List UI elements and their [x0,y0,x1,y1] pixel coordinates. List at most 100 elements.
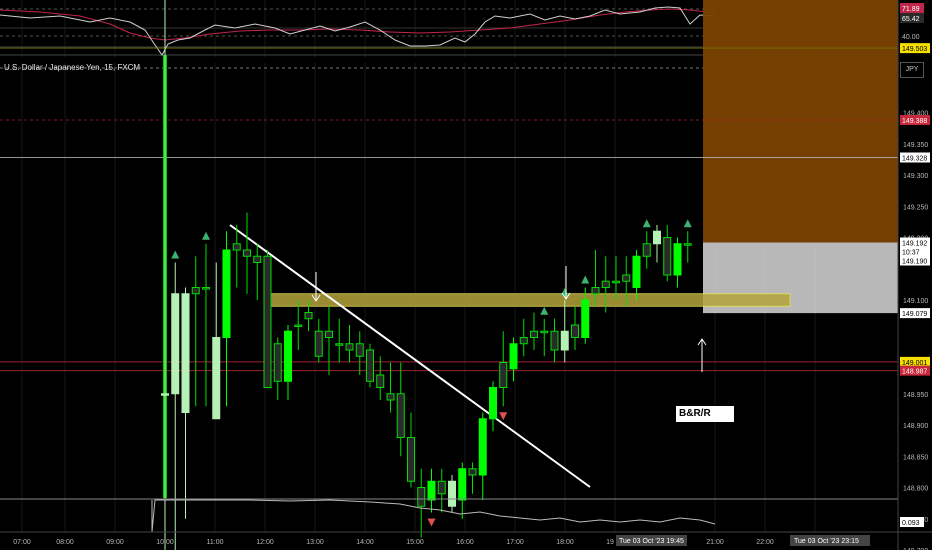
support-zone [269,293,791,307]
time-tick-label: 07:00 [13,539,31,546]
price-tick-label: 149.300 [903,173,928,180]
candlestick [253,243,262,300]
time-tick-label: 14:00 [356,539,374,546]
price-tag: 149.079 [900,308,930,319]
bottom-indicator-value: 0.093 [902,520,920,527]
candle-body [540,330,549,334]
candlestick [314,318,323,363]
time-tick-label: 22:00 [756,539,774,546]
price-tag-bg [900,356,930,367]
candle-body [345,343,354,351]
annotation-label: B&R/R [676,406,734,422]
candlestick [673,237,682,288]
time-tick-label: 11:00 [207,539,224,546]
candlestick [550,318,559,363]
candle-body [407,437,415,482]
price-tag-label: 149.079 [902,311,927,318]
sell-signal-arrow [427,518,436,527]
buy-signal-arrow [560,288,569,296]
candlestick [273,337,282,400]
symbol-title: U.S. Dollar / Japanese Yen, 15, FXCM [4,63,141,72]
price-tag-label: 149.328 [902,156,927,163]
candle-body [212,337,221,420]
candlestick [540,318,549,357]
price-tick-label: 148.700 [903,548,928,550]
price-tag: 149.328 [900,152,930,163]
candlestick [632,250,641,300]
buy-signal-arrow [642,219,651,228]
trendline[interactable] [229,224,591,488]
candlestick [663,225,672,282]
candle-body [366,349,374,382]
candlestick [499,331,508,407]
price-tag: 149.190 [900,255,930,266]
candlestick [612,256,620,300]
candlestick [427,468,436,513]
candle-body [653,230,661,245]
candlestick [478,412,487,500]
price-tag: 148.987 [900,365,930,376]
candlestick [243,212,251,294]
candle-body [232,243,241,251]
candlestick [407,412,415,488]
rsi-tag-label: 40.00 [902,34,920,41]
rsi-value-tag: 65.42 [900,13,924,23]
rsi-value-tag: 71.89 [900,3,924,13]
candle-body [663,237,672,276]
candlestick [653,225,661,263]
candlestick [212,262,221,420]
candlestick [581,287,590,344]
candle-body [601,280,610,288]
crosshair-time-label: Tue 03 Oct '23 19:45 [619,538,684,545]
price-tick-label: 149.400 [903,111,928,118]
time-tick-label: 19 [606,539,614,546]
price-axis[interactable]: 149.700149.600149.500149.400149.350149.3… [897,0,932,550]
candlestick [519,318,528,357]
stop-loss-zone [703,0,898,243]
candle-body [161,393,169,396]
candle-body [304,312,313,320]
candle-body [335,343,344,346]
candle-body [376,374,385,388]
candlestick [530,312,538,350]
candlestick [345,325,354,363]
candlestick [622,256,631,307]
candlestick [489,381,497,432]
time-axis[interactable]: 07:00 08:00 09:00 10:00 11:00 12:00 13:00 14:00… [0,531,932,546]
candle-body [314,330,323,357]
candlestick [222,231,231,407]
candle-body [386,393,395,401]
price-tag-bg [900,365,930,376]
time-tick-label: 12:00 [256,539,274,546]
price-tag: 149.388 [900,115,930,125]
candle-body [325,330,333,338]
bottom-indicator-pane [0,498,898,533]
price-tag-label: 149.192 [902,241,927,248]
time-tick-label: 13:00 [306,539,324,546]
currency-button[interactable]: JPY [900,62,924,78]
price-tag-label: 148.987 [902,369,927,376]
candle-body [468,468,477,476]
candle-body [417,487,426,507]
price-tag-label: 10:37 [902,250,920,257]
sell-signal-arrow [499,412,508,421]
price-tag-bg [900,43,930,54]
candlestick [232,225,241,288]
candlestick [642,231,651,269]
candlestick [396,362,405,457]
price-tag: 10:37 [900,246,930,257]
rsi-tag-label: 65.42 [902,16,920,23]
candle-body [448,480,456,507]
price-tag: 149.001 [900,356,930,367]
candle-body [632,255,641,288]
buy-signal-arrow [202,231,210,240]
candlestick [191,256,200,407]
candlestick [355,331,364,375]
candle-body [355,343,364,357]
candle-body [263,255,272,388]
candle-body [571,324,579,338]
candle-body [273,343,282,382]
price-tag-bg [900,115,930,125]
buy-signal-arrow [540,306,549,315]
